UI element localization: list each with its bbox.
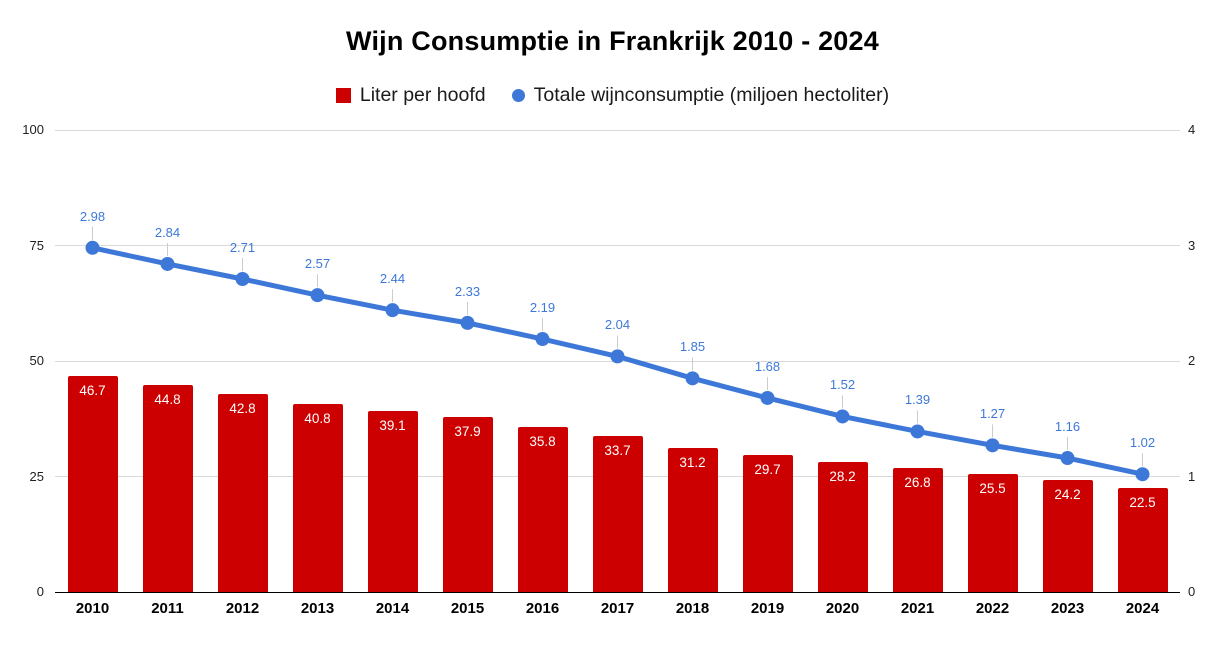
bar — [667, 447, 718, 592]
bar — [967, 474, 1018, 592]
line-point — [235, 271, 250, 286]
line-point — [610, 349, 625, 364]
bar-data-label: 33.7 — [604, 443, 631, 459]
line-data-label: 2.98 — [79, 208, 106, 224]
right-axis-tick-label: 0 — [1188, 584, 1196, 599]
bar-data-label: 39.1 — [379, 418, 406, 434]
right-axis-tick-label: 2 — [1188, 353, 1196, 368]
x-axis-category-label: 2010 — [75, 600, 110, 617]
bar — [67, 376, 118, 592]
bar — [442, 416, 493, 592]
bar — [292, 403, 343, 592]
bar-data-label: 46.7 — [79, 383, 106, 399]
bar — [1042, 480, 1093, 592]
bar-data-label: 35.8 — [529, 433, 556, 449]
bar — [517, 426, 568, 592]
x-axis-category-label: 2018 — [675, 600, 710, 617]
line-point — [85, 240, 100, 255]
legend-item-totale-wijnconsumptie: Totale wijnconsumptie (miljoen hectolite… — [511, 84, 890, 107]
bar-data-label: 29.7 — [754, 461, 781, 477]
bar-data-label: 22.5 — [1129, 495, 1156, 511]
bar — [367, 411, 418, 592]
x-axis-category-label: 2017 — [600, 600, 635, 617]
right-axis-tick-label: 1 — [1188, 468, 1196, 484]
gridline — [55, 129, 1180, 131]
line-point — [1135, 467, 1150, 482]
x-axis-baseline — [55, 591, 1180, 593]
line-point — [985, 438, 1000, 453]
legend-item-liter-per-hoofd: Liter per hoofd — [335, 84, 486, 107]
line-data-label: 2.44 — [379, 271, 406, 287]
line-point — [835, 409, 850, 424]
bar-data-label: 31.2 — [679, 454, 706, 470]
line-point — [310, 288, 325, 303]
bar-data-label: 44.8 — [154, 392, 181, 408]
line-data-label: 1.52 — [829, 377, 856, 393]
left-axis-tick-label: 100 — [22, 122, 44, 137]
line-point — [535, 332, 550, 347]
x-axis-category-label: 2019 — [750, 600, 785, 617]
line-data-label: 1.27 — [979, 406, 1006, 422]
line-data-label: 2.19 — [529, 300, 556, 316]
bar-series-swatch-icon — [335, 88, 351, 103]
line-data-label: 2.33 — [454, 283, 481, 299]
chart-legend: Liter per hoofd Totale wijnconsumptie (m… — [0, 84, 1225, 107]
right-axis-tick-label: 3 — [1188, 237, 1196, 253]
x-axis-category-label: 2024 — [1125, 600, 1160, 617]
line-data-label: 1.85 — [679, 339, 706, 355]
bar-data-label: 40.8 — [304, 410, 331, 426]
line-point — [1060, 451, 1075, 466]
left-axis-tick-label: 25 — [29, 468, 44, 484]
line-point — [385, 303, 400, 318]
x-axis-category-label: 2020 — [825, 600, 860, 617]
bar-data-label: 28.2 — [829, 468, 856, 484]
x-axis-category-label: 2014 — [375, 600, 410, 617]
line-data-label: 2.71 — [229, 239, 256, 255]
x-axis-category-label: 2015 — [450, 600, 485, 617]
line-point — [160, 256, 175, 271]
gridline — [55, 245, 1180, 246]
bar-data-label: 42.8 — [229, 401, 256, 417]
bar-data-label: 37.9 — [454, 423, 481, 439]
x-axis-category-label: 2013 — [300, 600, 335, 617]
line-series-swatch-icon — [511, 89, 525, 102]
bar-data-label: 24.2 — [1054, 487, 1081, 503]
bar — [892, 468, 943, 592]
line-data-label: 2.04 — [604, 317, 631, 333]
line-data-label: 2.57 — [304, 256, 331, 272]
line-data-label: 1.39 — [904, 392, 931, 408]
bar-data-label: 26.8 — [904, 475, 931, 491]
line-point — [760, 390, 775, 405]
left-axis-tick-label: 50 — [29, 353, 44, 368]
bar — [817, 461, 868, 592]
line-data-label: 1.16 — [1054, 419, 1081, 435]
line-data-label: 1.68 — [754, 358, 781, 374]
bar — [217, 394, 268, 592]
left-axis-tick-label: 75 — [29, 237, 44, 253]
x-axis-category-label: 2011 — [151, 600, 184, 617]
legend-label: Liter per hoofd — [359, 84, 486, 106]
chart-title: Wijn Consumptie in Frankrijk 2010 - 2024 — [346, 26, 879, 56]
right-axis-tick-label: 4 — [1188, 122, 1196, 137]
bar-data-label: 25.5 — [979, 481, 1006, 497]
bar — [1117, 488, 1168, 592]
x-axis-category-label: 2023 — [1050, 600, 1085, 617]
line-data-label: 1.02 — [1129, 435, 1156, 451]
x-axis-category-label: 2012 — [225, 600, 260, 617]
bar — [142, 385, 193, 592]
line-data-label: 2.84 — [154, 224, 181, 240]
left-axis-tick-label: 0 — [36, 584, 44, 599]
line-point — [460, 315, 475, 330]
legend-label: Totale wijnconsumptie (miljoen hectolite… — [533, 84, 890, 106]
x-axis-category-label: 2022 — [975, 600, 1010, 617]
line-point — [685, 371, 700, 386]
x-axis-category-label: 2021 — [900, 600, 935, 617]
line-point — [910, 424, 925, 439]
bar — [742, 454, 793, 592]
bar — [592, 436, 643, 592]
x-axis-category-label: 2016 — [525, 600, 560, 617]
